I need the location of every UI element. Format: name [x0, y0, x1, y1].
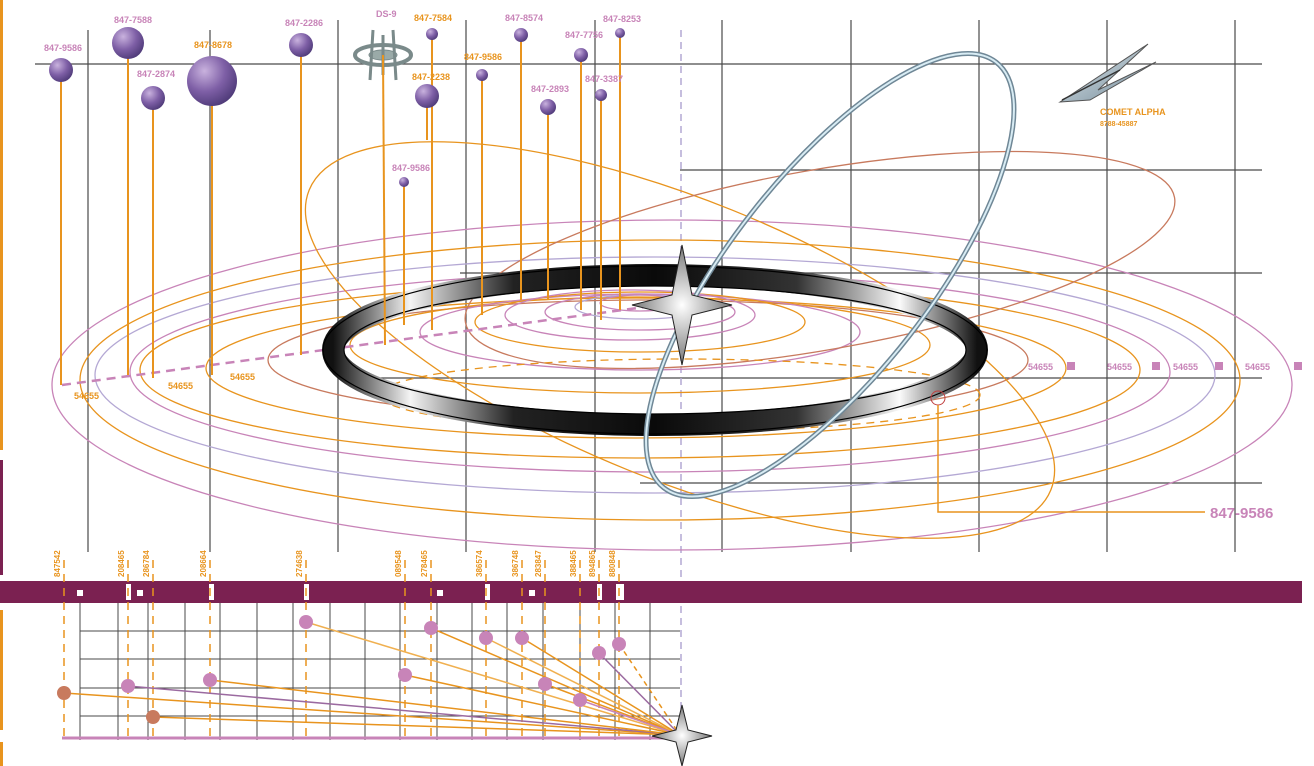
code-3: 208664 [199, 550, 208, 577]
ring-structure [322, 264, 988, 436]
label-body-3: 847-8678 [194, 40, 232, 50]
node-208664 [203, 673, 217, 687]
label-body-8: 847-9586 [392, 163, 430, 173]
label-body-0: 847-9586 [44, 43, 82, 53]
node-894865 [592, 646, 606, 660]
code-9: 283847 [534, 550, 543, 577]
planet-847-2286 [289, 33, 313, 57]
code-10: 388465 [569, 550, 578, 577]
label-body-11: 847-2893 [531, 84, 569, 94]
left-frame [0, 0, 3, 766]
code-4: 274638 [295, 550, 304, 577]
node-278465 [424, 621, 438, 635]
planet-847-8253 [615, 28, 625, 38]
node-208465 [121, 679, 135, 693]
label-body-12: 847-7756 [565, 30, 603, 40]
code-1: 208465 [117, 550, 126, 577]
label-body-9: 847-9586 [464, 52, 502, 62]
node-847542 [57, 686, 71, 700]
orbit-markers [1067, 362, 1302, 370]
label-body-6: 847-7584 [414, 13, 452, 23]
node-286784 [146, 710, 160, 724]
orbit-labels: 54655 54655 54655 54655 54655 54655 5465… [74, 362, 1270, 401]
callout [930, 390, 1205, 513]
planet-847-7756 [574, 48, 588, 62]
bottom-grid [79, 603, 680, 740]
planet-847-7588 [112, 27, 144, 59]
planet-847-2893 [540, 99, 556, 115]
orbit-label-4: 54655 [1107, 362, 1132, 372]
node-089548 [398, 668, 412, 682]
label-body-1: 847-7588 [114, 15, 152, 25]
orbit-label-0: 54655 [74, 391, 99, 401]
comet-orbit [643, 51, 1017, 499]
node-880848 [612, 637, 626, 651]
node-283847 [538, 677, 552, 691]
code-11: 894865 [588, 550, 597, 577]
orbit-label-3: 54655 [1028, 362, 1053, 372]
label-body-10: 847-8574 [505, 13, 543, 23]
bottom-nodes[interactable] [57, 615, 626, 724]
label-body-5: DS-9 [376, 9, 397, 19]
label-body-7: 847-2238 [412, 72, 450, 82]
orbit-label-1: 54655 [168, 381, 193, 391]
orbit-label-2: 54655 [230, 372, 255, 382]
bottom-band [0, 581, 1302, 603]
node-274638 [299, 615, 313, 629]
comet-name: COMET ALPHA [1100, 107, 1166, 117]
code-12: 880848 [608, 550, 617, 577]
code-5: 089548 [394, 550, 403, 577]
code-8: 386748 [511, 550, 520, 577]
label-body-2: 847-2874 [137, 69, 175, 79]
central-star-icon [631, 244, 733, 366]
node-386748 [515, 631, 529, 645]
planet-847-8574 [514, 28, 528, 42]
orbit-label-6: 54655 [1245, 362, 1270, 372]
label-body-13: 847-3387 [585, 74, 623, 84]
planets[interactable] [49, 27, 625, 187]
planet-847-8678 [187, 56, 237, 106]
code-2: 286784 [142, 550, 151, 577]
node-388465 [573, 693, 587, 707]
planet-847-7584 [426, 28, 438, 40]
planet-847-2238 [415, 84, 439, 108]
node-386574 [479, 631, 493, 645]
planet-847-9586-c [476, 69, 488, 81]
code-0: 847542 [53, 550, 62, 577]
bottom-code-labels: 847542 208465 286784 208664 274638 08954… [53, 550, 617, 577]
planet-847-9586-b [399, 177, 409, 187]
comet-icon [1058, 43, 1157, 103]
label-body-4: 847-2286 [285, 18, 323, 28]
planet-847-9586-a [49, 58, 73, 82]
callout-label: 847-9586 [1210, 505, 1273, 522]
code-7: 386574 [475, 550, 484, 577]
label-body-14: 847-8253 [603, 14, 641, 24]
bottom-star-icon [651, 704, 713, 766]
orbit-label-5: 54655 [1173, 362, 1198, 372]
planet-labels: 847-9586 847-7588 847-2874 847-8678 847-… [44, 9, 641, 173]
planet-847-3387 [595, 89, 607, 101]
comet-code: 8788-45887 [1100, 121, 1137, 128]
code-6: 278465 [420, 550, 429, 577]
planet-847-2874 [141, 86, 165, 110]
convergence-lines [63, 621, 681, 736]
